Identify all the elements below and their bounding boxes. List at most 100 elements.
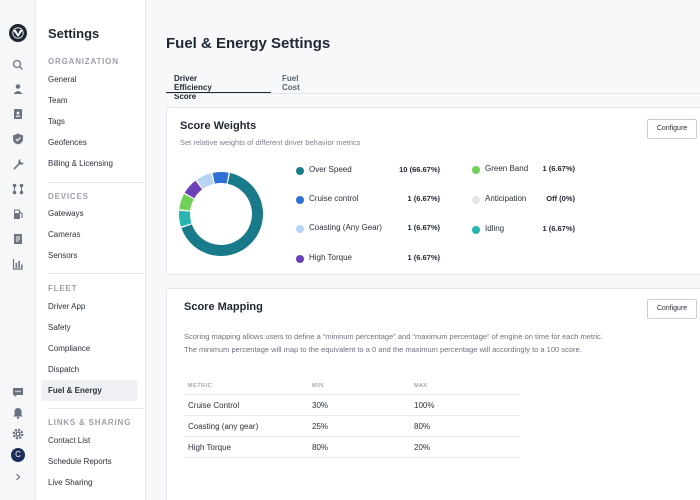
- nav-item-sensors[interactable]: Sensors: [48, 251, 78, 260]
- nav-item-geofences[interactable]: Geofences: [48, 138, 87, 147]
- settings-nav: Settings ORGANIZATION General Team Tags …: [36, 0, 146, 500]
- score-weights-configure-button[interactable]: Configure: [647, 119, 697, 139]
- user-icon[interactable]: [11, 82, 25, 96]
- nav-item-billing-licensing[interactable]: Billing & Licensing: [48, 159, 113, 168]
- tab-fuel-cost[interactable]: Fuel Cost: [282, 74, 300, 92]
- nav-section-links-sharing: LINKS & SHARING: [48, 418, 132, 427]
- column-header-min: MIN: [312, 383, 324, 389]
- table-row: High Torque 80% 20%: [184, 436, 520, 457]
- bell-icon[interactable]: [11, 406, 25, 420]
- legend-high-torque: High Torque 1 (6.67%): [296, 253, 440, 265]
- score-weights-title: Score Weights: [180, 120, 257, 132]
- legend-value: 10 (66.67%): [399, 165, 440, 174]
- nav-item-gateways[interactable]: Gateways: [48, 209, 84, 218]
- document-icon[interactable]: [11, 232, 25, 246]
- min-cell: 25%: [312, 422, 329, 431]
- legend-value: 1 (6.67%): [407, 223, 440, 232]
- nav-item-compliance[interactable]: Compliance: [48, 344, 91, 353]
- score-weights-card: Score Weights Set relative weights of di…: [166, 107, 700, 275]
- score-weights-donut-chart: [179, 172, 263, 256]
- score-weights-subtitle: Set relative weights of different driver…: [180, 138, 361, 147]
- nav-item-tags[interactable]: Tags: [48, 117, 65, 126]
- nav-title: Settings: [48, 26, 100, 41]
- tab-divider: [166, 93, 700, 94]
- anticipation-color-dot: [472, 196, 480, 204]
- over-speed-color-dot: [296, 167, 304, 175]
- score-mapping-card: Score Mapping Configure Scoring mapping …: [166, 288, 700, 500]
- nav-item-cameras[interactable]: Cameras: [48, 230, 81, 239]
- legend-anticipation: Anticipation Off (0%): [472, 194, 575, 206]
- tab-driver-efficiency-score[interactable]: Driver Efficiency Score: [174, 74, 212, 101]
- legend-label: Over Speed: [309, 165, 352, 174]
- legend-label: Cruise control: [309, 194, 359, 203]
- nav-item-driver-app[interactable]: Driver App: [48, 302, 86, 311]
- min-cell: 30%: [312, 401, 329, 410]
- legend-green-band: Green Band 1 (6.67%): [472, 164, 575, 176]
- metric-cell: Cruise Control: [188, 401, 240, 410]
- donut-slice-cruise-control: [212, 172, 229, 184]
- icon-rail: C: [0, 0, 36, 500]
- legend-label: High Torque: [309, 253, 352, 262]
- legend-value: 1 (6.67%): [407, 194, 440, 203]
- main-content: Fuel & Energy Settings Driver Efficiency…: [146, 0, 700, 500]
- avatar[interactable]: C: [11, 448, 25, 462]
- nav-section-devices: DEVICES: [48, 192, 89, 201]
- legend-cruise-control: Cruise control 1 (6.67%): [296, 194, 440, 206]
- fuel-icon[interactable]: [11, 207, 25, 221]
- nav-item-safety[interactable]: Safety: [48, 323, 71, 332]
- nav-item-team[interactable]: Team: [48, 96, 68, 105]
- nav-item-general[interactable]: General: [48, 75, 77, 84]
- chat-icon[interactable]: [11, 385, 25, 399]
- page-title: Fuel & Energy Settings: [166, 35, 331, 52]
- column-header-max: MAX: [414, 383, 428, 389]
- donut-slice-idling: [179, 210, 192, 227]
- donut-slice-coasting-any-gear: [196, 173, 214, 189]
- legend-label: Anticipation: [485, 194, 527, 203]
- nav-item-schedule-reports[interactable]: Schedule Reports: [48, 457, 112, 466]
- score-mapping-description: Scoring mapping allows users to define a…: [184, 332, 603, 341]
- table-row: Cruise Control 30% 100%: [184, 394, 520, 415]
- legend-value: Off (0%): [546, 194, 575, 203]
- max-cell: 80%: [414, 422, 431, 431]
- nav-divider: [48, 182, 144, 183]
- nav-section-fleet: FLEET: [48, 284, 78, 293]
- nav-divider: [48, 408, 144, 409]
- score-mapping-description: The minimum percentage will map to the e…: [184, 345, 582, 354]
- column-header-metric: METRIC: [188, 383, 213, 389]
- chart-icon[interactable]: [11, 257, 25, 271]
- cruise-control-color-dot: [296, 196, 304, 204]
- donut-slice-green-band: [179, 193, 194, 211]
- metric-cell: Coasting (any gear): [188, 422, 259, 431]
- route-icon[interactable]: [11, 182, 25, 196]
- gear-icon[interactable]: [11, 427, 25, 441]
- logo-icon[interactable]: [9, 24, 27, 42]
- nav-section-organization: ORGANIZATION: [48, 57, 119, 66]
- min-cell: 80%: [312, 443, 329, 452]
- high-torque-color-dot: [296, 255, 304, 263]
- nav-item-fuel-energy[interactable]: Fuel & Energy: [41, 380, 137, 401]
- idling-color-dot: [472, 226, 480, 234]
- legend-label: Green Band: [485, 164, 529, 173]
- legend-label: Coasting (Any Gear): [309, 223, 382, 232]
- chevron-right-icon[interactable]: [11, 470, 25, 484]
- legend-idling: Idling 1 (6.67%): [472, 224, 575, 236]
- score-mapping-configure-button[interactable]: Configure: [647, 299, 697, 319]
- metric-cell: High Torque: [188, 443, 231, 452]
- nav-item-contact-list[interactable]: Contact List: [48, 436, 91, 445]
- legend-over-speed: Over Speed 10 (66.67%): [296, 165, 440, 177]
- green-band-color-dot: [472, 166, 480, 174]
- table-row: Coasting (any gear) 25% 80%: [184, 415, 520, 436]
- donut-slice-high-torque: [184, 180, 203, 199]
- max-cell: 100%: [414, 401, 435, 410]
- wrench-icon[interactable]: [11, 157, 25, 171]
- nav-divider: [48, 273, 144, 274]
- nav-item-live-sharing[interactable]: Live Sharing: [48, 478, 93, 487]
- id-badge-icon[interactable]: [11, 107, 25, 121]
- nav-item-dispatch[interactable]: Dispatch: [48, 365, 80, 374]
- legend-value: 1 (6.67%): [542, 224, 575, 233]
- search-icon[interactable]: [11, 58, 25, 72]
- shield-icon[interactable]: [11, 132, 25, 146]
- legend-value: 1 (6.67%): [542, 164, 575, 173]
- legend-label: Idling: [485, 224, 505, 233]
